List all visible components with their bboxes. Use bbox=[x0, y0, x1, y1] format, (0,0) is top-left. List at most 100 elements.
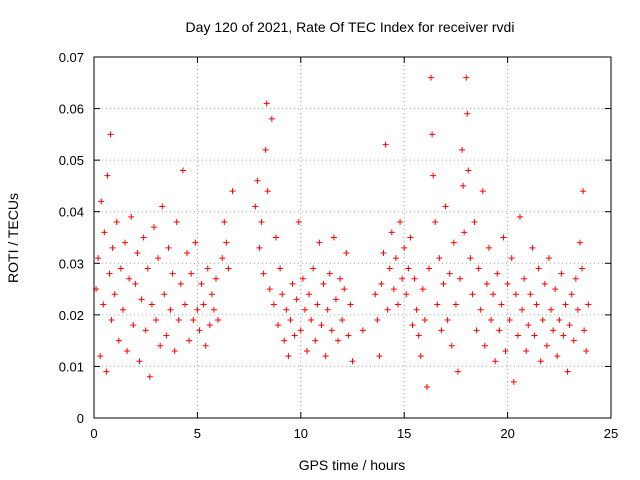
y-tick-label: 0 bbox=[77, 411, 84, 426]
data-point bbox=[548, 306, 555, 313]
data-point bbox=[506, 317, 513, 324]
data-point bbox=[301, 306, 308, 313]
data-point bbox=[254, 177, 261, 184]
data-point bbox=[299, 275, 306, 282]
data-point bbox=[126, 275, 133, 282]
data-point bbox=[448, 342, 455, 349]
data-point bbox=[275, 322, 282, 329]
data-point bbox=[171, 347, 178, 354]
data-point bbox=[574, 306, 581, 313]
data-point bbox=[287, 317, 294, 324]
data-point bbox=[386, 265, 393, 272]
data-point bbox=[111, 291, 118, 298]
data-point bbox=[349, 358, 356, 365]
data-point bbox=[153, 317, 160, 324]
x-tick-label: 15 bbox=[397, 426, 411, 441]
data-point bbox=[436, 255, 443, 262]
data-point bbox=[128, 213, 135, 220]
data-point bbox=[97, 353, 104, 360]
y-tick-label: 0.02 bbox=[59, 308, 84, 323]
data-point bbox=[262, 146, 269, 153]
data-point bbox=[192, 239, 199, 246]
data-point bbox=[572, 275, 579, 282]
data-point bbox=[291, 332, 298, 339]
data-point bbox=[264, 188, 271, 195]
data-point bbox=[539, 317, 546, 324]
data-point bbox=[376, 353, 383, 360]
data-point bbox=[318, 322, 325, 329]
y-axis-label: ROTI / TECUs bbox=[5, 193, 21, 283]
data-point bbox=[268, 115, 275, 122]
data-point bbox=[417, 353, 424, 360]
data-point bbox=[293, 296, 300, 303]
data-point bbox=[523, 347, 530, 354]
data-point bbox=[492, 358, 499, 365]
data-point bbox=[485, 244, 492, 251]
data-point bbox=[494, 270, 501, 277]
data-point bbox=[415, 332, 422, 339]
data-point bbox=[570, 337, 577, 344]
data-point bbox=[450, 239, 457, 246]
data-point bbox=[541, 280, 548, 287]
data-point bbox=[314, 301, 321, 308]
data-point bbox=[469, 291, 476, 298]
data-point bbox=[328, 327, 335, 334]
data-point bbox=[221, 219, 228, 226]
data-point bbox=[204, 265, 211, 272]
data-point bbox=[525, 322, 532, 329]
data-point bbox=[514, 332, 521, 339]
data-point bbox=[461, 229, 468, 236]
data-point bbox=[225, 265, 232, 272]
data-point bbox=[229, 188, 236, 195]
data-point bbox=[465, 167, 472, 174]
data-point bbox=[103, 368, 110, 375]
y-axis-ticks: 0 0.01 0.02 0.03 0.04 0.05 0.06 0.07 bbox=[59, 50, 611, 426]
grid bbox=[94, 57, 611, 418]
data-point bbox=[283, 306, 290, 313]
plot-frame bbox=[93, 56, 612, 419]
data-point bbox=[277, 265, 284, 272]
y-tick-label: 0.01 bbox=[59, 359, 84, 374]
x-tick-label: 20 bbox=[500, 426, 514, 441]
data-point bbox=[122, 239, 129, 246]
data-point bbox=[556, 317, 563, 324]
data-point bbox=[98, 198, 105, 205]
data-point bbox=[173, 219, 180, 226]
data-point bbox=[146, 373, 153, 380]
data-point bbox=[550, 327, 557, 334]
data-point bbox=[119, 306, 126, 313]
data-point bbox=[335, 337, 342, 344]
data-point bbox=[279, 291, 286, 298]
data-point bbox=[502, 347, 509, 354]
data-point bbox=[426, 265, 433, 272]
data-point bbox=[132, 280, 139, 287]
data-point bbox=[181, 301, 188, 308]
data-point bbox=[533, 301, 540, 308]
data-point bbox=[421, 317, 428, 324]
data-point bbox=[545, 255, 552, 262]
data-point bbox=[177, 280, 184, 287]
data-point bbox=[558, 270, 565, 277]
data-point bbox=[479, 188, 486, 195]
data-point bbox=[500, 234, 507, 241]
data-point bbox=[552, 286, 559, 293]
data-point bbox=[186, 337, 193, 344]
data-point bbox=[306, 291, 313, 298]
data-point bbox=[109, 244, 116, 251]
data-point bbox=[310, 265, 317, 272]
data-point bbox=[215, 317, 222, 324]
data-point bbox=[430, 172, 437, 179]
data-point bbox=[210, 306, 217, 313]
data-point bbox=[382, 141, 389, 148]
data-point bbox=[169, 270, 176, 277]
data-point bbox=[401, 244, 408, 251]
data-point bbox=[101, 229, 108, 236]
data-point bbox=[167, 306, 174, 313]
data-point bbox=[576, 239, 583, 246]
y-tick-label: 0.05 bbox=[59, 153, 84, 168]
x-tick-label: 5 bbox=[194, 426, 201, 441]
data-point bbox=[289, 280, 296, 287]
data-point bbox=[175, 317, 182, 324]
data-point bbox=[508, 255, 515, 262]
data-point bbox=[194, 306, 201, 313]
